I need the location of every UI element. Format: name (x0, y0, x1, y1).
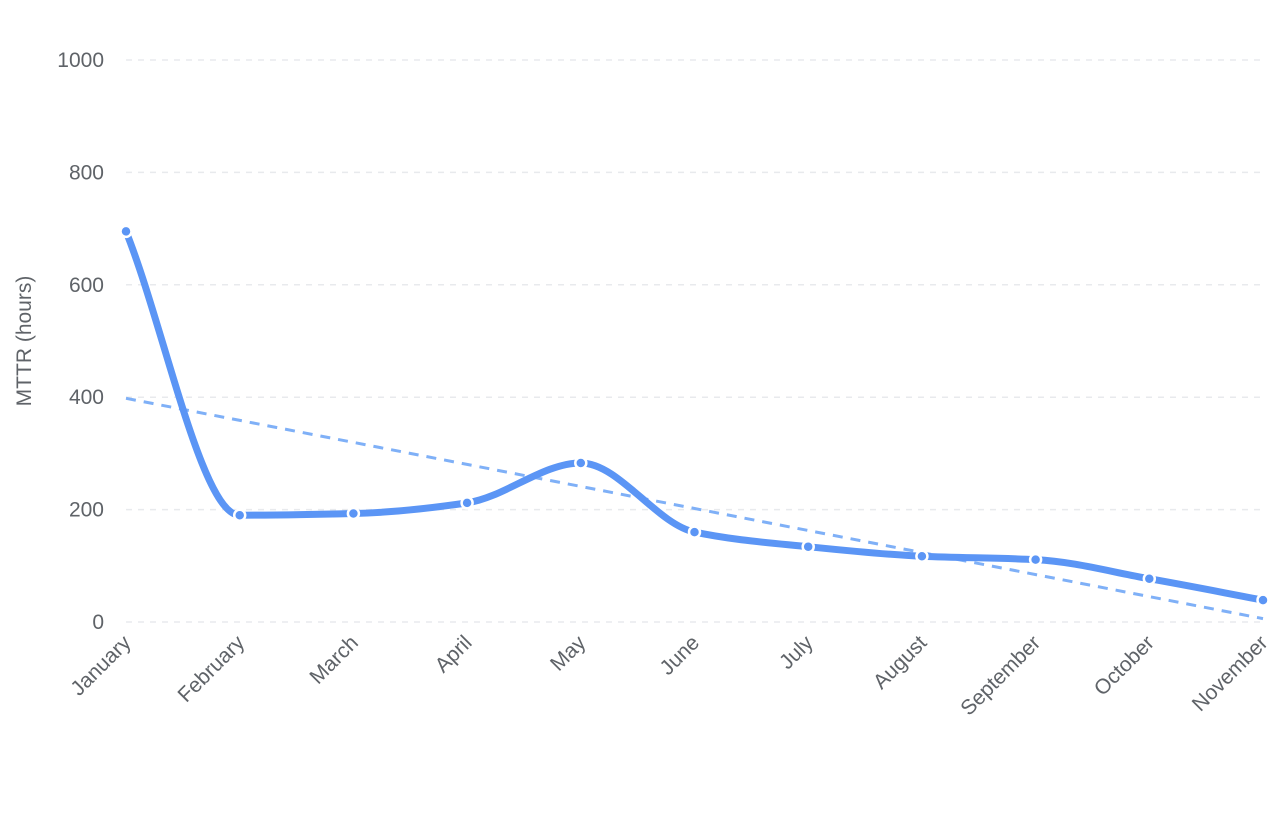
x-tick-label: July (775, 631, 818, 674)
data-point-june[interactable] (687, 525, 702, 539)
x-tick-label: October (1090, 631, 1159, 700)
y-tick-label: 0 (92, 611, 104, 634)
x-tick-label: November (1188, 631, 1273, 716)
data-point-september[interactable] (1028, 552, 1043, 567)
x-tick-label: August (869, 631, 932, 694)
x-axis-ticks: January February March April May June July Augu… (66, 631, 1272, 720)
x-tick-label: May (546, 631, 591, 676)
data-point-february[interactable] (232, 508, 247, 522)
data-point-november[interactable] (1256, 593, 1270, 607)
data-point-march[interactable] (346, 506, 361, 521)
x-tick-label: January (66, 631, 135, 700)
series-line (122, 227, 1267, 604)
y-tick-label: 600 (69, 274, 104, 297)
y-axis-ticks: 0 200 400 600 800 1000 (57, 49, 104, 634)
trendline (125, 396, 1264, 621)
x-tick-label: March (305, 631, 363, 689)
data-points (119, 224, 1270, 607)
data-point-october[interactable] (1142, 571, 1157, 586)
data-point-may[interactable] (574, 456, 588, 470)
x-tick-label: September (956, 631, 1045, 720)
y-tick-label: 400 (69, 386, 104, 409)
x-tick-label: February (174, 631, 250, 707)
y-tick-label: 1000 (57, 49, 104, 72)
data-point-august[interactable] (915, 549, 929, 563)
data-point-january[interactable] (119, 224, 133, 239)
x-tick-label: June (656, 631, 704, 679)
data-point-july[interactable] (801, 539, 815, 554)
y-axis-title: MTTR (hours) (13, 276, 36, 407)
x-tick-label: April (431, 631, 477, 677)
data-point-april[interactable] (460, 496, 474, 510)
y-tick-label: 200 (69, 499, 104, 522)
y-tick-label: 800 (69, 161, 104, 184)
